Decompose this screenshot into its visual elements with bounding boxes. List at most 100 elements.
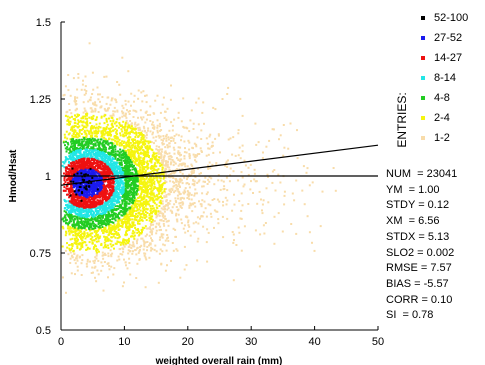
- data-point: [117, 150, 119, 153]
- data-point: [123, 159, 125, 162]
- data-point: [217, 133, 220, 136]
- data-point: [73, 223, 76, 226]
- data-point: [64, 160, 67, 163]
- data-point: [80, 219, 83, 222]
- data-point: [122, 133, 125, 136]
- data-point: [137, 228, 139, 231]
- data-point: [122, 217, 125, 220]
- data-point: [208, 135, 211, 138]
- data-point: [105, 229, 108, 232]
- data-point: [65, 157, 68, 160]
- data-point: [108, 137, 111, 140]
- data-point: [87, 144, 90, 147]
- data-point: [107, 276, 109, 279]
- data-point: [137, 143, 140, 146]
- data-point: [76, 240, 79, 243]
- data-point: [194, 159, 196, 162]
- data-point: [83, 155, 86, 158]
- data-point: [118, 138, 121, 141]
- data-point: [107, 223, 110, 226]
- data-point: [107, 210, 110, 213]
- data-point: [233, 203, 236, 206]
- data-point: [151, 247, 154, 250]
- data-point: [141, 181, 143, 184]
- data-point: [67, 143, 70, 146]
- data-point: [72, 140, 74, 143]
- data-point: [129, 164, 132, 167]
- data-point: [78, 131, 81, 134]
- data-point: [138, 188, 141, 191]
- data-point: [143, 243, 146, 246]
- data-point: [68, 103, 71, 105]
- data-point: [111, 114, 113, 117]
- data-point: [206, 260, 209, 263]
- data-point: [98, 149, 101, 152]
- data-point: [192, 147, 194, 150]
- data-point: [141, 183, 144, 186]
- data-point: [171, 206, 174, 209]
- data-point: [201, 185, 204, 188]
- data-point: [143, 157, 146, 159]
- data-point: [120, 204, 123, 207]
- data-point: [103, 261, 106, 263]
- data-point: [91, 148, 94, 151]
- data-point: [170, 136, 173, 139]
- data-point: [68, 244, 71, 247]
- data-point: [72, 215, 74, 218]
- data-point: [87, 235, 90, 238]
- data-point: [171, 129, 174, 132]
- data-point: [121, 201, 124, 204]
- data-point: [87, 199, 90, 201]
- data-point: [61, 164, 64, 167]
- data-point: [139, 185, 142, 188]
- data-point: [133, 187, 136, 190]
- data-point: [134, 180, 137, 183]
- data-point: [226, 199, 229, 202]
- data-point: [88, 141, 91, 144]
- data-point: [121, 241, 124, 244]
- data-point: [91, 266, 94, 269]
- data-point: [157, 187, 160, 190]
- data-point: [216, 198, 219, 201]
- data-point: [151, 167, 154, 170]
- data-point: [160, 159, 163, 162]
- data-point: [136, 208, 139, 211]
- data-point: [127, 170, 130, 173]
- data-point: [65, 230, 67, 233]
- data-point: [84, 85, 87, 88]
- data-point: [207, 231, 210, 234]
- data-point: [178, 159, 181, 162]
- data-point: [126, 144, 129, 147]
- data-point: [233, 193, 235, 196]
- data-point: [101, 133, 104, 136]
- data-point: [63, 210, 66, 213]
- data-point: [78, 114, 80, 117]
- data-point: [144, 183, 147, 186]
- data-point: [111, 197, 114, 200]
- data-point: [91, 236, 94, 239]
- data-point: [110, 127, 113, 130]
- data-point: [225, 176, 228, 179]
- data-point: [258, 190, 261, 193]
- data-point: [154, 99, 157, 102]
- data-point: [238, 200, 241, 202]
- data-point: [188, 141, 191, 144]
- data-point: [151, 189, 154, 192]
- data-point: [84, 206, 87, 208]
- data-point: [128, 145, 131, 148]
- data-point: [103, 153, 106, 156]
- data-point: [71, 209, 74, 212]
- data-point: [120, 162, 123, 165]
- data-point: [157, 180, 159, 183]
- data-point: [175, 180, 178, 183]
- data-point: [115, 199, 118, 202]
- data-point: [162, 164, 165, 166]
- data-point: [177, 213, 180, 216]
- data-point: [85, 114, 88, 117]
- data-point: [124, 115, 127, 117]
- data-point: [159, 152, 161, 155]
- data-point: [110, 245, 113, 248]
- data-point: [121, 180, 124, 183]
- data-point: [111, 200, 114, 203]
- data-point: [115, 163, 118, 166]
